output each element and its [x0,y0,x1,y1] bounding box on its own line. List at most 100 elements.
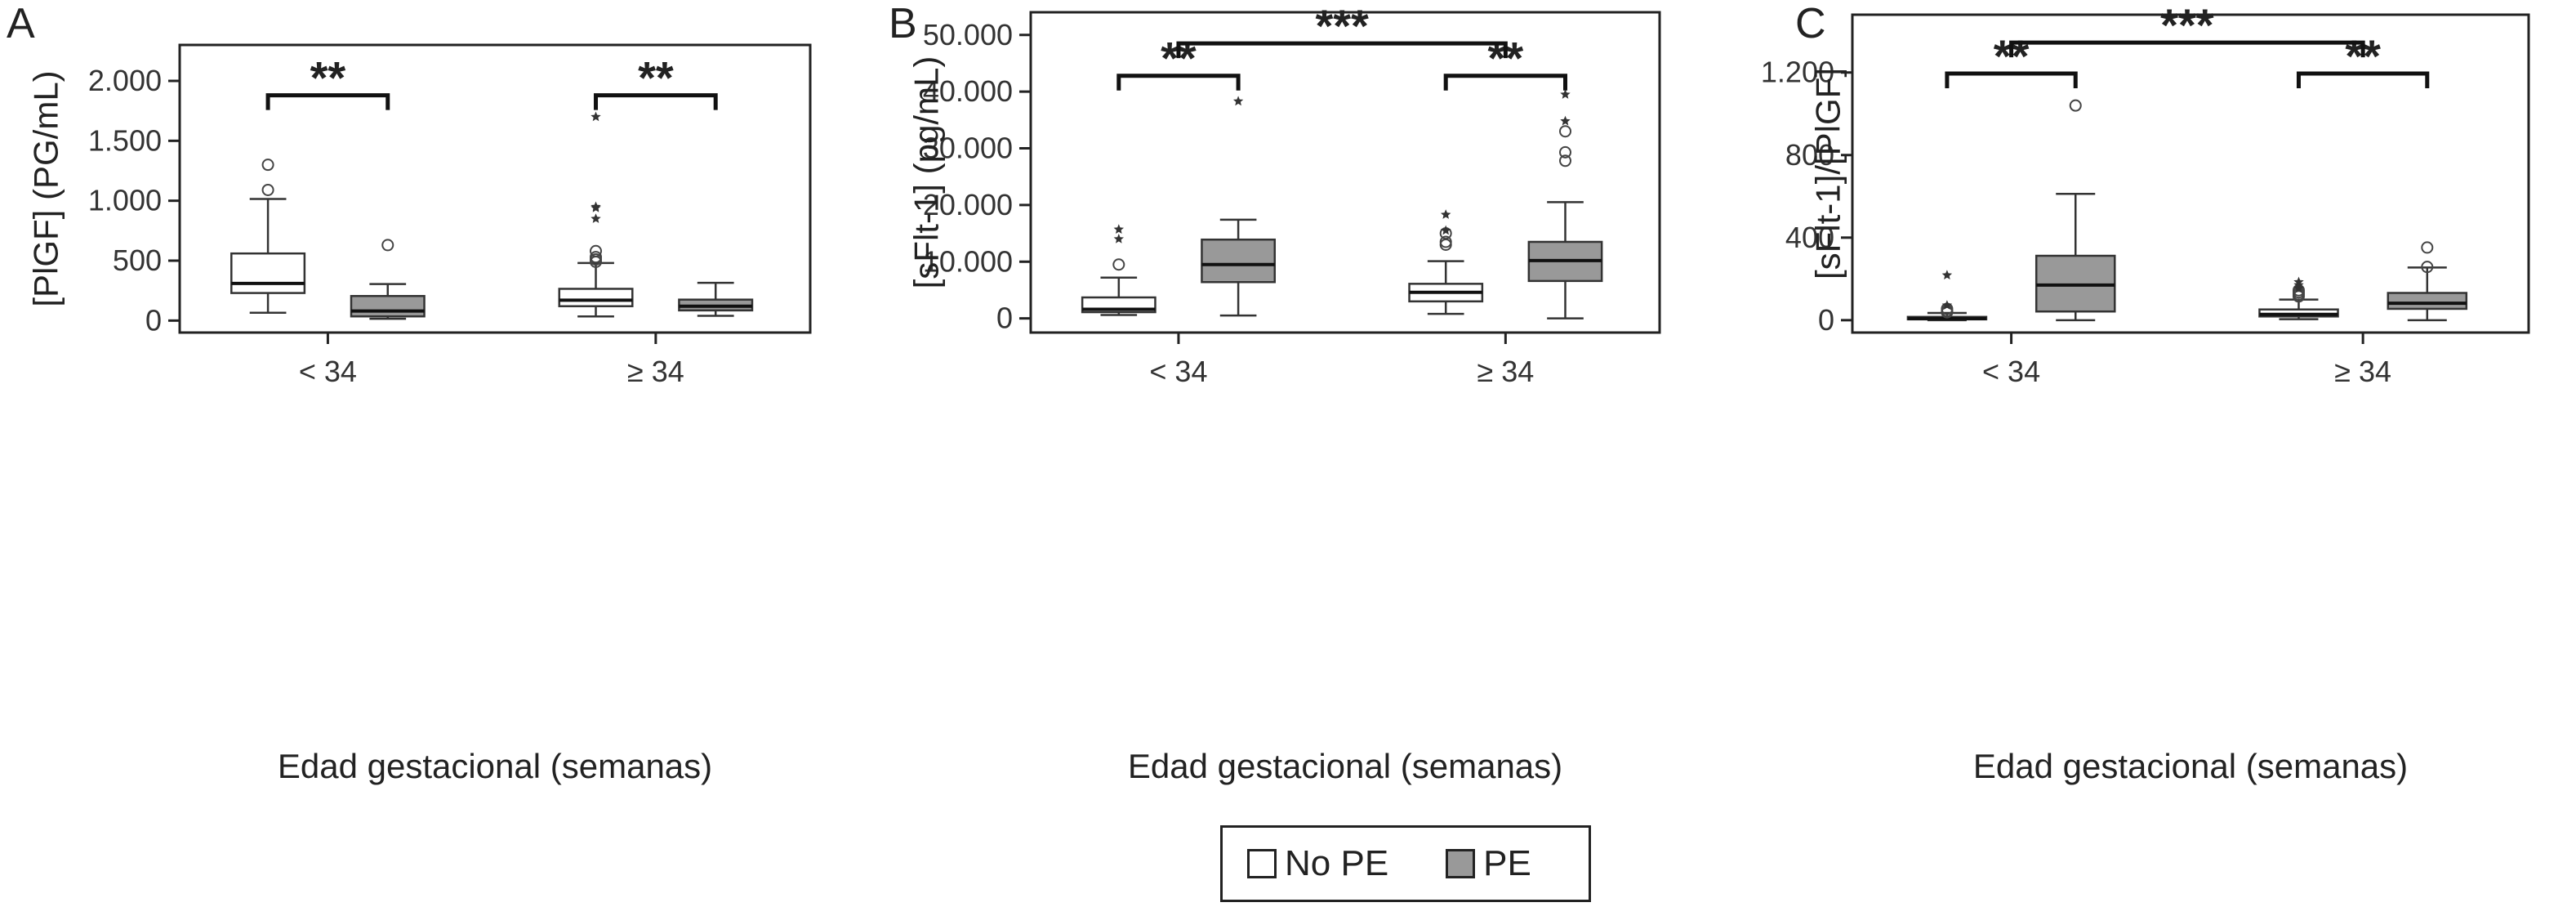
box-no-pe-lt34 [230,159,306,315]
y-tick-label: 500 [113,244,162,277]
legend-swatch-pe [1446,849,1476,878]
outlier-star [591,111,601,122]
y-tick-label: 800 [1785,138,1834,172]
y-tick-label: 400 [1785,221,1834,254]
y-tick-label: 30.000 [923,132,1013,165]
y-tick-label: 0 [996,302,1013,335]
significance-bracket: *** [1176,0,1508,59]
y-tick-label: 50.000 [923,18,1013,51]
significance-bracket: *** [2009,0,2365,58]
bracket-line [265,93,390,110]
outlier-star [2293,283,2304,293]
bracket-line [1116,74,1241,91]
outlier-circle [261,183,274,196]
y-tick-label: 20.000 [923,188,1013,221]
y-tick-label: 40.000 [923,74,1013,108]
significance-bracket: ** [594,52,718,110]
bracket-line [1945,71,2078,88]
outlier-circle [1559,125,1571,138]
y-tick-label: 1.000 [88,184,162,217]
box-pe-lt34 [2035,99,2116,322]
outlier-star [1232,96,1244,106]
box-iqr [350,295,426,318]
panel-label: B [889,0,917,47]
y-tick-label: 1.200 [1761,56,1834,89]
x-tick-label: < 34 [299,355,357,388]
outlier-circle [590,244,603,257]
x-tick-label: ≥ 34 [627,355,684,388]
box-pe-ge34 [1527,89,1603,319]
box-no-pe-ge34 [558,111,634,318]
panel-label: C [1795,0,1826,47]
significance-bracket: ** [1443,33,1567,91]
outlier-circle [590,251,603,264]
y-tick-label: 0 [145,303,162,337]
x-tick-label: ≥ 34 [2334,355,2391,388]
box-iqr [1201,238,1277,284]
x-axis-title: Edad gestacional (semanas) [1128,747,1562,785]
outlier-star [1560,89,1571,99]
y-tick-label: 0 [1818,303,1834,337]
panel-c: C 0 400 800 1.200[sFlt-1]/[PlGF] < 34 ≥ 34 Edad… [1761,0,2530,785]
bracket-line [1176,41,1508,59]
box-no-pe-ge34 [2258,276,2339,320]
significance-bracket: ** [1116,33,1241,91]
bracket-line [2296,71,2430,88]
outlier-star [1113,224,1124,234]
y-tick-label: 2.000 [88,64,162,97]
significance-label: ** [638,52,674,104]
significance-bracket: ** [2296,30,2430,88]
figure-canvas: A 0 500 1.000 1.500 2.000 [PlGF] (PG/mL) < 34 ≥ … [7,0,2530,785]
outlier-star [2293,279,2304,290]
box-iqr [230,252,306,294]
significance-label: ** [310,52,346,104]
bracket-line [1443,74,1567,91]
significance-label: *** [2160,0,2214,51]
outlier-circle [381,239,394,252]
significance-bracket: ** [1945,30,2078,88]
x-tick-label: < 34 [1982,355,2040,388]
box-pe-lt34 [350,239,426,320]
significance-label: ** [1488,33,1524,84]
legend-item-pe: PE [1446,843,1531,884]
outlier-circle [2069,99,2082,112]
x-axis-title: Edad gestacional (semanas) [1973,747,2408,785]
x-axis-title: Edad gestacional (semanas) [278,747,712,785]
y-axis-title: [PlGF] (PG/mL) [26,70,65,306]
outlier-star [1941,270,1953,279]
x-tick-label: < 34 [1149,355,1207,388]
box-pe-ge34 [678,281,754,317]
outlier-circle [1559,145,1571,159]
significance-label: ** [1161,33,1197,84]
x-tick-label: ≥ 34 [1477,355,1534,388]
box-pe-lt34 [1201,96,1277,317]
legend: No PE PE [1220,825,1591,902]
bracket-line [2009,40,2365,58]
outlier-star [1441,209,1451,219]
significance-bracket: ** [265,52,390,110]
outlier-star [1113,234,1124,244]
y-tick-label: 1.500 [88,123,162,157]
plot-frame [1851,13,2530,334]
outlier-circle [2421,241,2434,254]
bracket-line [594,93,718,110]
y-axis-title: [sFlt-1] (pg/mL) [907,56,945,289]
outlier-star [1441,225,1451,235]
outlier-circle [1439,235,1452,248]
y-axis-title: [sFlt-1]/[PlGF] [1808,68,1847,279]
y-tick-label: 10.000 [923,244,1013,278]
outlier-circle [261,159,274,172]
panel-a: A 0 500 1.000 1.500 2.000 [PlGF] (PG/mL) < 34 ≥ … [7,0,812,785]
panel-label: A [7,0,35,47]
outlier-circle [1559,154,1571,168]
legend-item-no-pe: No PE [1247,843,1388,884]
outlier-star [1941,300,1953,310]
outlier-star [1560,115,1571,126]
box-iqr [558,288,634,307]
outlier-circle [1112,258,1125,271]
legend-label-no-pe: No PE [1285,843,1389,883]
panel-b: B 0 10.000 20.000 30.000 40.000 50.000 [sFlt-1]… [889,0,1661,785]
box-pe-ge34 [2387,241,2468,322]
box-iqr [2387,292,2468,311]
outlier-circle [2421,261,2434,274]
